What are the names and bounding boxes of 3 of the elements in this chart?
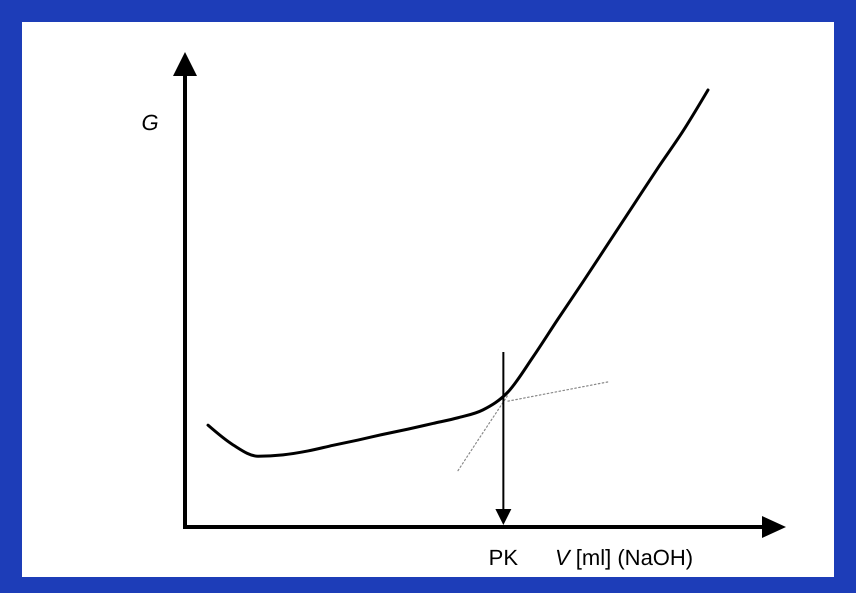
x-axis-title: V [ml] (NaOH) (555, 545, 694, 570)
y-axis-title: G (141, 110, 159, 135)
text: PK (488, 545, 518, 570)
